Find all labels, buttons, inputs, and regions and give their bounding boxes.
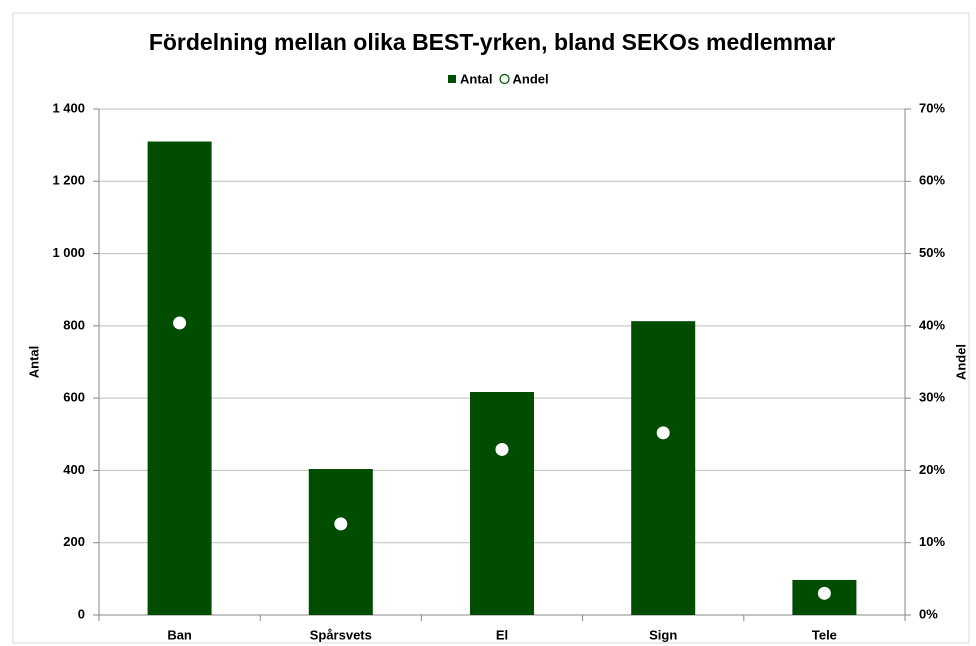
- x-tick-label: Ban: [167, 627, 192, 642]
- chart-title: Fördelning mellan olika BEST-yrken, blan…: [149, 29, 835, 55]
- y2-tick-label: 0%: [919, 606, 938, 621]
- x-tick-label: Sign: [649, 627, 677, 642]
- legend-label: Antal: [460, 71, 493, 86]
- y2-tick-label: 40%: [919, 317, 945, 332]
- bar: [631, 321, 696, 615]
- point: [173, 316, 187, 330]
- bar: [470, 391, 534, 615]
- legend-marker: [499, 73, 510, 85]
- y2-tick-label: 60%: [919, 173, 945, 188]
- y-tick-label: 200: [63, 534, 85, 549]
- y-tick-label: 800: [63, 317, 85, 332]
- legend-marker: [448, 75, 456, 83]
- point: [656, 426, 670, 440]
- y-tick-label: 0: [78, 606, 85, 621]
- y-tick-label: 1 000: [52, 245, 85, 260]
- y-tick-label: 600: [63, 390, 85, 405]
- bar: [147, 141, 212, 615]
- y-axis-label: Antal: [26, 346, 41, 379]
- y2-tick-label: 30%: [919, 390, 945, 405]
- y-tick-label: 1 400: [52, 100, 85, 115]
- x-tick-label: Tele: [812, 627, 837, 642]
- point: [495, 442, 509, 456]
- y2-tick-label: 20%: [919, 462, 945, 477]
- x-tick-label: Spårsvets: [310, 627, 372, 642]
- y2-tick-label: 10%: [919, 534, 945, 549]
- x-tick-label: El: [496, 627, 508, 642]
- legend-label: Andel: [513, 71, 549, 86]
- point: [334, 517, 348, 531]
- y2-tick-label: 50%: [919, 245, 945, 260]
- y2-tick-label: 70%: [919, 100, 945, 115]
- y-tick-label: 1 200: [52, 173, 85, 188]
- y-tick-label: 400: [63, 462, 85, 477]
- y2-axis-label: Andel: [953, 344, 968, 380]
- bar: [308, 468, 373, 615]
- point: [817, 586, 831, 600]
